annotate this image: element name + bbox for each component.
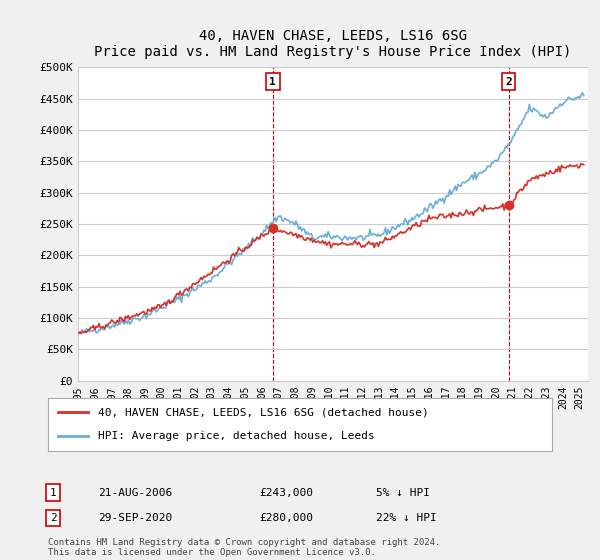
Text: Contains HM Land Registry data © Crown copyright and database right 2024.
This d: Contains HM Land Registry data © Crown c…	[48, 538, 440, 557]
Text: £243,000: £243,000	[260, 488, 314, 498]
Text: 1: 1	[269, 77, 276, 87]
Text: 29-SEP-2020: 29-SEP-2020	[98, 513, 173, 523]
Title: 40, HAVEN CHASE, LEEDS, LS16 6SG
Price paid vs. HM Land Registry's House Price I: 40, HAVEN CHASE, LEEDS, LS16 6SG Price p…	[94, 29, 572, 59]
Text: 5% ↓ HPI: 5% ↓ HPI	[376, 488, 430, 498]
Text: 40, HAVEN CHASE, LEEDS, LS16 6SG (detached house): 40, HAVEN CHASE, LEEDS, LS16 6SG (detach…	[98, 408, 429, 418]
Text: 21-AUG-2006: 21-AUG-2006	[98, 488, 173, 498]
Text: 2: 2	[505, 77, 512, 87]
Text: HPI: Average price, detached house, Leeds: HPI: Average price, detached house, Leed…	[98, 431, 375, 441]
Text: £280,000: £280,000	[260, 513, 314, 523]
Text: 22% ↓ HPI: 22% ↓ HPI	[376, 513, 436, 523]
Text: 2: 2	[50, 513, 56, 523]
Text: 1: 1	[50, 488, 56, 498]
